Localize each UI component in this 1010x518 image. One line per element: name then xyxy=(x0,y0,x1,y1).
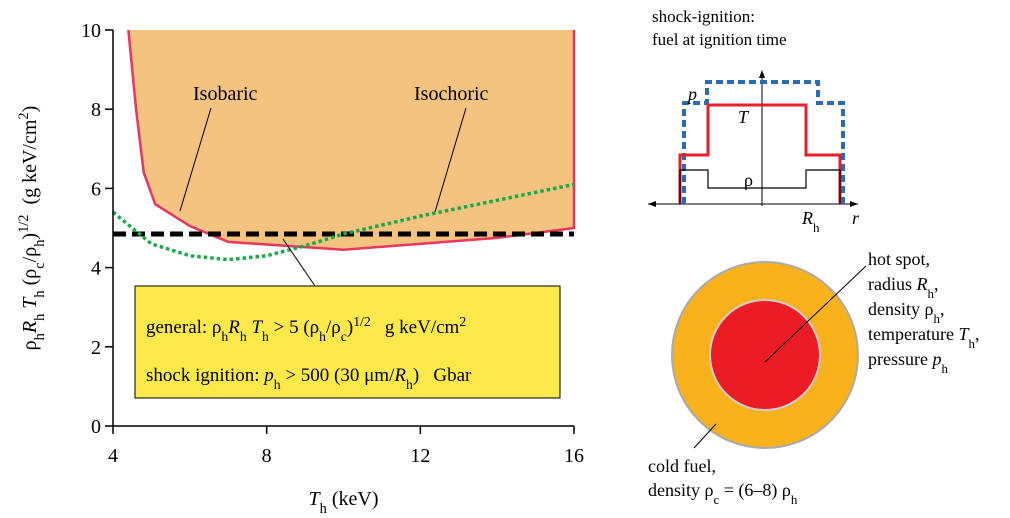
text-part: g keV/cm xyxy=(371,317,460,338)
text-part: general: ρ xyxy=(146,317,221,338)
profile-label: Rh xyxy=(801,208,820,235)
text-part: , xyxy=(934,274,939,294)
text-part: h xyxy=(32,290,48,297)
text-part: T xyxy=(247,317,264,338)
text-part: h xyxy=(32,314,48,321)
text-part: ) xyxy=(19,106,41,113)
y-axis-label: ρhRh Th (ρc/ρh)1/2 (g keV/cm2) xyxy=(16,106,48,351)
annotation: Isobaric xyxy=(193,83,258,105)
diagram-title: fuel at ignition time xyxy=(652,30,787,49)
text-part: cold fuel, xyxy=(648,456,716,476)
arrow xyxy=(759,70,765,78)
text-part: shock ignition: xyxy=(146,365,264,386)
text-part: > 5 (ρ xyxy=(269,317,319,338)
x-axis-label: Th (keV) xyxy=(309,488,379,517)
text-part: p xyxy=(262,365,274,386)
hot-spot-diagram xyxy=(672,262,866,448)
hot-spot-label: radius Rh, xyxy=(868,274,938,301)
text-part: > 500 (30 μm/ xyxy=(281,365,396,386)
profile-diagram xyxy=(648,70,858,207)
text-part: hot spot, xyxy=(868,249,930,269)
text-part: density ρ xyxy=(648,480,713,500)
text-part: h xyxy=(32,240,48,247)
text-part: fuel at ignition time xyxy=(652,30,787,49)
text-part: 2 xyxy=(459,314,466,329)
x-tick-label: 4 xyxy=(108,445,118,467)
leader xyxy=(694,424,716,448)
text-part: ρ xyxy=(744,170,753,190)
profile-label: ρ xyxy=(744,170,753,190)
hot-spot-label: pressure ph xyxy=(868,349,948,376)
text-part: /ρ xyxy=(326,317,341,338)
x-tick-label: 16 xyxy=(564,445,584,467)
text-part: R xyxy=(801,208,813,228)
text-part: shock-ignition: xyxy=(652,7,755,26)
y-tick-label: 8 xyxy=(91,99,101,121)
text-part: R xyxy=(227,317,240,338)
text-part: 1/2 xyxy=(16,215,32,233)
hot-spot-label: density ρh, xyxy=(868,299,944,326)
text-part: p xyxy=(686,84,697,104)
text-part: r xyxy=(852,208,860,228)
text-part: (keV) xyxy=(327,488,379,510)
text-part: T xyxy=(738,107,750,127)
text-part: = (6–8) ρ xyxy=(719,480,791,501)
text-part: 1/2 xyxy=(353,314,371,329)
figure: 0 2 4 6 8 10 4 8 12 16 Th (keV) ρhRh Th (ρc/ρh)1/2 … xyxy=(0,0,1010,518)
text-part: (ρ xyxy=(19,269,41,291)
y-tick-label: 6 xyxy=(91,178,101,200)
cold-fuel-label: density ρc = (6–8) ρh xyxy=(648,480,798,507)
annotation: Isochoric xyxy=(414,83,489,105)
text-part: (g keV/cm xyxy=(19,119,41,214)
text-part: temperature xyxy=(868,324,958,344)
temperature-profile xyxy=(680,105,840,204)
text-part: h xyxy=(320,501,327,517)
area xyxy=(128,30,574,250)
y-tick-label: 10 xyxy=(81,20,101,42)
text-part: p xyxy=(930,349,941,369)
text-part: h xyxy=(32,333,48,340)
profile-label: r xyxy=(852,208,860,228)
text-part: h xyxy=(813,220,820,235)
text-part: 2 xyxy=(16,112,32,119)
hot-spot-label: temperature Th, xyxy=(868,324,979,351)
text-part: h xyxy=(791,492,798,507)
x-tick-label: 8 xyxy=(262,445,272,467)
y-tick-label: 4 xyxy=(91,258,101,280)
text-part: R xyxy=(916,274,928,294)
text-part: , xyxy=(975,324,980,344)
hot-spot-label: hot spot, xyxy=(868,249,930,269)
y-tick-label: 0 xyxy=(91,416,101,438)
density-profile xyxy=(680,170,840,204)
text-part: R xyxy=(19,321,41,334)
text-part: radius xyxy=(868,274,917,294)
text-part: R xyxy=(393,365,406,386)
profile-label: p xyxy=(686,84,697,104)
x-tick-label: 12 xyxy=(410,445,430,467)
text-part: , xyxy=(940,299,945,319)
diagram-title: shock-ignition: xyxy=(652,7,755,26)
text-part: h xyxy=(941,361,948,376)
text-part: density ρ xyxy=(868,299,933,319)
text-part: ρ xyxy=(19,340,41,350)
text-part: /ρ xyxy=(19,247,41,263)
hot-spot xyxy=(710,300,820,410)
text-part: pressure xyxy=(868,349,932,369)
profile-label: T xyxy=(738,107,750,127)
text-part: ) Gbar xyxy=(413,365,472,386)
cold-fuel-label: cold fuel, xyxy=(648,456,716,476)
text-part: ) xyxy=(19,233,41,240)
y-tick-label: 2 xyxy=(91,337,101,359)
